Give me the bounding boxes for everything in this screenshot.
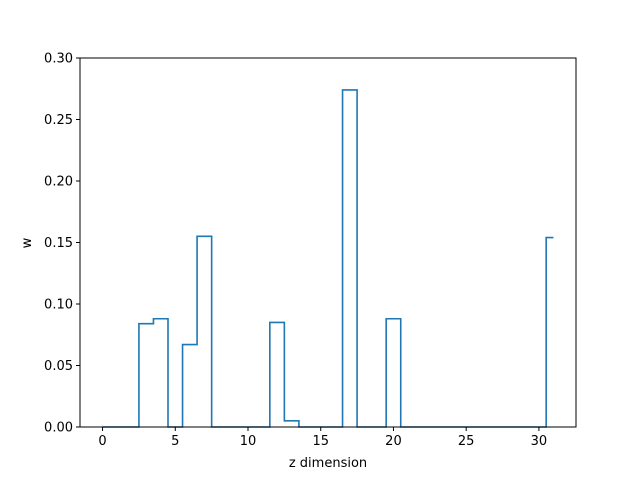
y-tick-label: 0.25	[44, 113, 73, 128]
y-tick-label: 0.00	[44, 421, 73, 436]
x-axis-label: z dimension	[289, 456, 367, 471]
x-tick-label: 30	[531, 434, 548, 449]
x-tick-label: 5	[171, 434, 179, 449]
y-axis-label: w	[20, 237, 35, 248]
x-tick-label: 15	[312, 434, 329, 449]
y-axis-ticks: 0.00 0.05 0.10 0.15 0.20 0.25 0.30	[44, 52, 80, 436]
x-axis-ticks: 0 5 10 15 20 25 30	[98, 427, 547, 449]
y-tick-label: 0.05	[44, 359, 73, 374]
x-tick-label: 0	[98, 434, 106, 449]
y-tick-label: 0.20	[44, 175, 73, 190]
x-tick-label: 25	[458, 434, 475, 449]
x-tick-label: 20	[385, 434, 402, 449]
y-tick-label: 0.10	[44, 298, 73, 313]
y-tick-label: 0.15	[44, 236, 73, 251]
y-tick-label: 0.30	[44, 52, 73, 67]
x-tick-label: 10	[240, 434, 257, 449]
